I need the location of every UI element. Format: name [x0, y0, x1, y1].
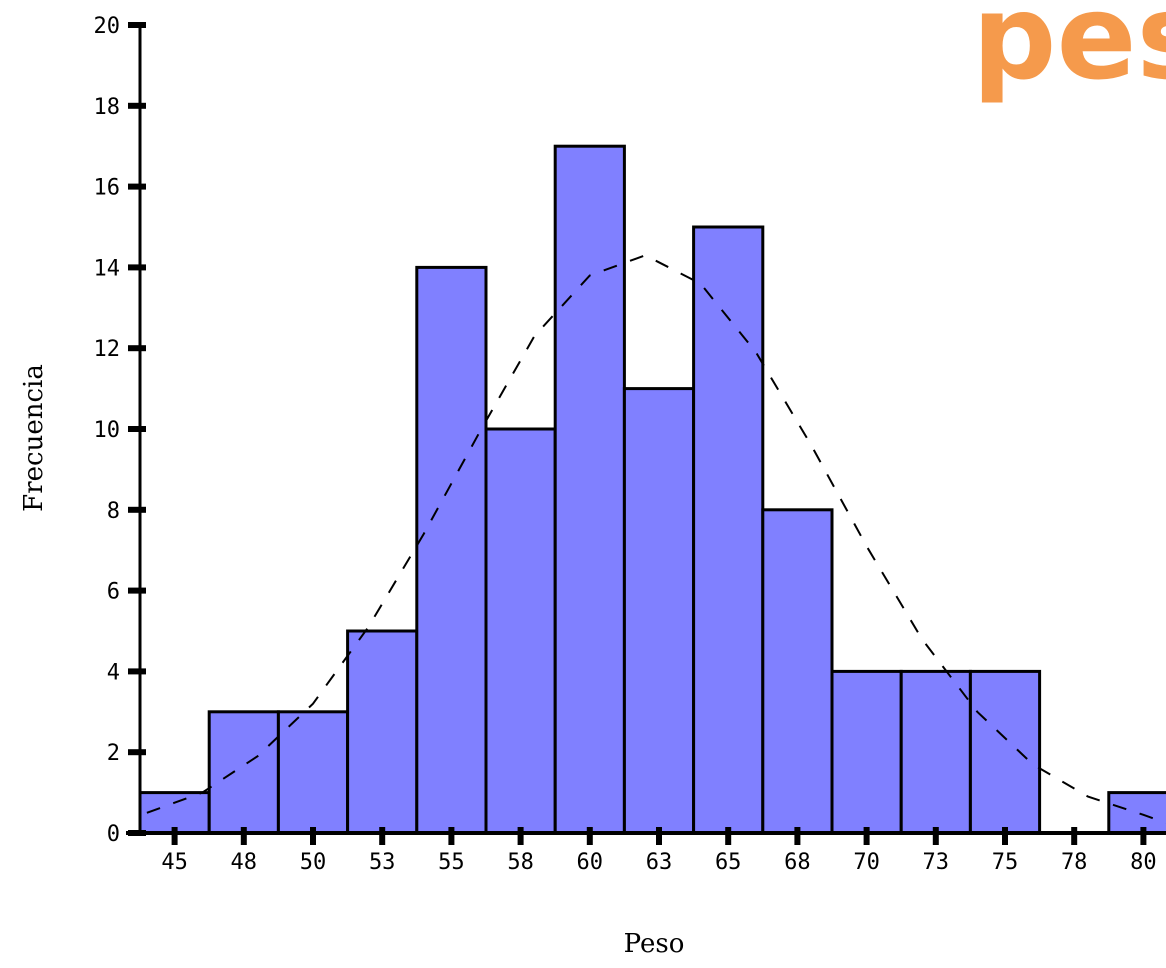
x-tick-label-80: 80	[1130, 850, 1157, 875]
y-tick-14	[128, 264, 146, 271]
x-axis-label: Peso	[624, 929, 685, 959]
y-tick-6	[128, 587, 146, 594]
bars-group	[138, 144, 1166, 835]
y-tick-label-16: 16	[94, 176, 121, 201]
x-tick-70	[863, 827, 870, 845]
bar-50	[276, 710, 350, 835]
x-tick-label-75: 75	[992, 850, 1019, 875]
bar-48	[207, 710, 280, 835]
x-tick-label-53: 53	[369, 850, 396, 875]
x-tick-label-60: 60	[577, 850, 604, 875]
x-tick-65	[725, 827, 732, 845]
y-tick-label-14: 14	[94, 256, 121, 281]
bar-45	[138, 791, 211, 835]
y-tick-label-10: 10	[94, 418, 121, 443]
y-tick-label-18: 18	[94, 95, 121, 120]
x-tick-48	[240, 827, 247, 845]
x-tick-label-55: 55	[438, 850, 465, 875]
bar-60	[553, 144, 626, 835]
x-tick-75	[1002, 827, 1008, 845]
y-tick-2	[128, 749, 146, 756]
x-tick-label-50: 50	[300, 850, 327, 875]
x-tick-label-63: 63	[646, 850, 673, 875]
y-ticks-group: 0 2 4 6 8 10 12 14 16 18 20	[94, 14, 146, 847]
bar-68	[761, 508, 834, 835]
x-tick-53	[379, 827, 386, 845]
bar-65	[692, 225, 765, 835]
x-tick-63	[656, 827, 662, 845]
x-tick-label-70: 70	[853, 850, 880, 875]
x-tick-73	[932, 827, 939, 845]
x-tick-55	[448, 827, 455, 845]
x-tick-80	[1140, 827, 1147, 845]
y-tick-0	[128, 830, 146, 836]
x-tick-78	[1071, 827, 1078, 845]
x-tick-58	[517, 827, 524, 845]
x-tick-60	[586, 827, 593, 845]
bar-75	[968, 669, 1042, 835]
normal-curve-line	[146, 254, 1166, 824]
bar-53	[346, 629, 419, 835]
x-tick-label-68: 68	[784, 850, 811, 875]
bar-73	[899, 669, 972, 835]
y-tick-label-20: 20	[94, 14, 121, 39]
x-tick-label-78: 78	[1061, 850, 1088, 875]
y-tick-12	[128, 345, 146, 352]
x-tick-50	[310, 827, 316, 845]
bar-80	[1107, 791, 1166, 835]
x-tick-45	[171, 827, 178, 845]
bar-58	[484, 427, 557, 835]
bar-63	[622, 387, 696, 835]
normal-curve-group	[146, 254, 1166, 824]
x-tick-label-58: 58	[507, 850, 534, 875]
x-tick-label-73: 73	[923, 850, 950, 875]
x-tick-68	[794, 827, 801, 845]
y-tick-label-2: 2	[107, 741, 120, 766]
x-ticks-group: 45 48 50 53 55 58 60 63 65 68 70 73 75 78 80	[161, 827, 1157, 875]
y-tick-16	[128, 183, 146, 190]
y-axis-label: Frecuencia	[19, 364, 49, 512]
bar-70	[830, 669, 903, 835]
y-tick-18	[128, 102, 146, 109]
x-tick-label-48: 48	[231, 850, 258, 875]
y-tick-label-12: 12	[94, 337, 121, 362]
y-tick-label-8: 8	[107, 499, 120, 524]
y-tick-10	[128, 426, 146, 432]
x-tick-label-65: 65	[715, 850, 742, 875]
y-tick-4	[128, 668, 146, 675]
y-tick-label-4: 4	[107, 660, 120, 685]
x-tick-label-45: 45	[161, 850, 188, 875]
y-tick-20	[128, 22, 146, 28]
y-tick-label-6: 6	[107, 580, 120, 605]
y-tick-label-0: 0	[107, 822, 120, 847]
y-tick-8	[128, 506, 146, 513]
overlay-word: pes	[972, 0, 1166, 106]
bar-55	[415, 265, 488, 835]
